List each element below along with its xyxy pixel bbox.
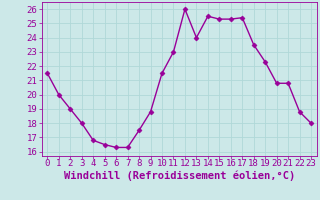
X-axis label: Windchill (Refroidissement éolien,°C): Windchill (Refroidissement éolien,°C) [64,171,295,181]
